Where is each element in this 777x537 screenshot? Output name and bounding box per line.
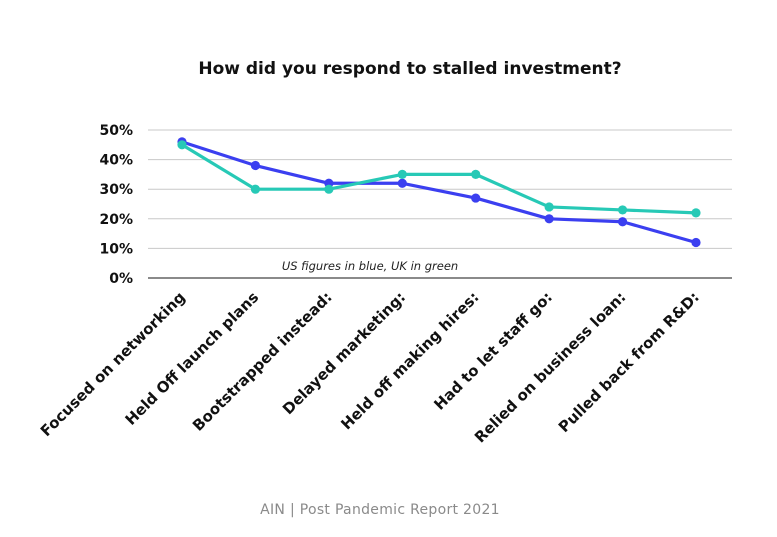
series-lines — [177, 137, 701, 248]
x-tick-label: Held off making hires: — [337, 288, 482, 433]
x-tick-label: Pulled back from R&D: — [555, 288, 703, 436]
x-tick-label: Delayed marketing: — [279, 288, 409, 418]
data-point — [617, 217, 628, 227]
chart-annotation: US figures in blue, UK in green — [282, 259, 458, 273]
chart-title: How did you respond to stalled investmen… — [198, 59, 621, 79]
data-point — [324, 184, 334, 194]
y-axis-tick-labels: 0% 10% 20% 30% 40% 50% — [99, 123, 133, 287]
x-tick-label: Focused on networking — [37, 288, 189, 440]
y-tick-label: 40% — [99, 153, 133, 169]
series-line — [180, 140, 698, 245]
x-tick-label: Had to let staff go: — [430, 288, 556, 414]
y-tick-label: 0% — [109, 271, 133, 287]
x-tick-label: Held Off launch plans — [122, 288, 263, 429]
data-point — [544, 202, 554, 212]
data-point — [691, 208, 701, 218]
data-point — [250, 184, 261, 194]
data-point — [397, 178, 407, 188]
y-tick-label: 30% — [99, 182, 133, 198]
series-2 — [177, 140, 701, 218]
y-tick-label: 50% — [99, 123, 133, 139]
data-point — [177, 140, 187, 150]
x-tick-label: Relied on business loan: — [471, 288, 629, 446]
data-point — [397, 169, 407, 179]
data-point — [544, 214, 554, 224]
x-tick-label: Bootstrapped instead: — [189, 288, 336, 435]
y-tick-label: 10% — [99, 241, 133, 257]
data-point — [250, 160, 261, 171]
data-point — [617, 205, 628, 215]
data-point — [691, 237, 701, 248]
data-point — [471, 169, 481, 179]
series-line — [180, 143, 698, 215]
gridlines — [148, 129, 732, 279]
report-footer: AIN | Post Pandemic Report 2021 — [260, 502, 500, 518]
y-tick-label: 20% — [99, 212, 133, 228]
data-point — [471, 193, 481, 203]
series-1 — [177, 137, 701, 248]
